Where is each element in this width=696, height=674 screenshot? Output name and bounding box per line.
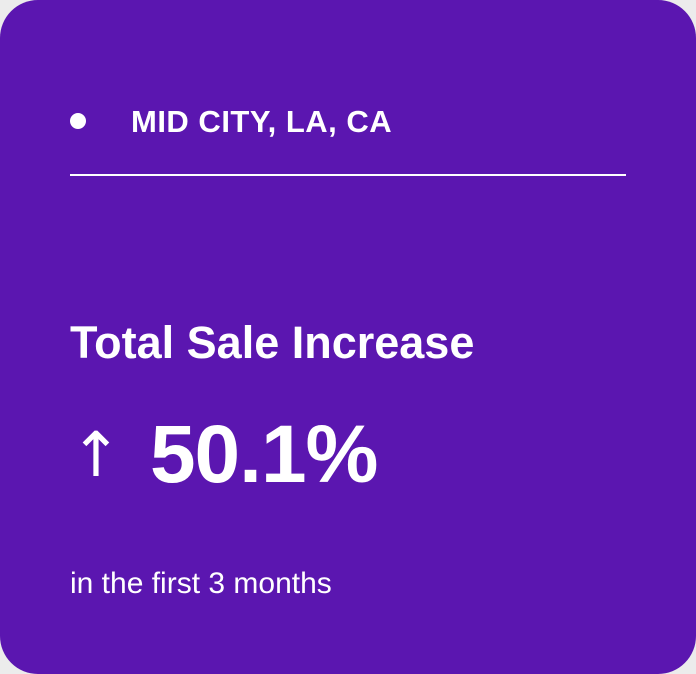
bullet-dot-icon [70,113,86,129]
metric-note: in the first 3 months [70,567,332,600]
metric-value: 50.1% [149,409,379,500]
divider [70,174,626,176]
metric-title: Total Sale Increase [70,317,475,368]
metric-row: ↑ 50.1% [70,409,379,500]
arrow-up-icon: ↑ [70,418,122,491]
location-row: MID CITY, LA, CA [70,96,392,146]
location-label: MID CITY, LA, CA [131,103,393,139]
